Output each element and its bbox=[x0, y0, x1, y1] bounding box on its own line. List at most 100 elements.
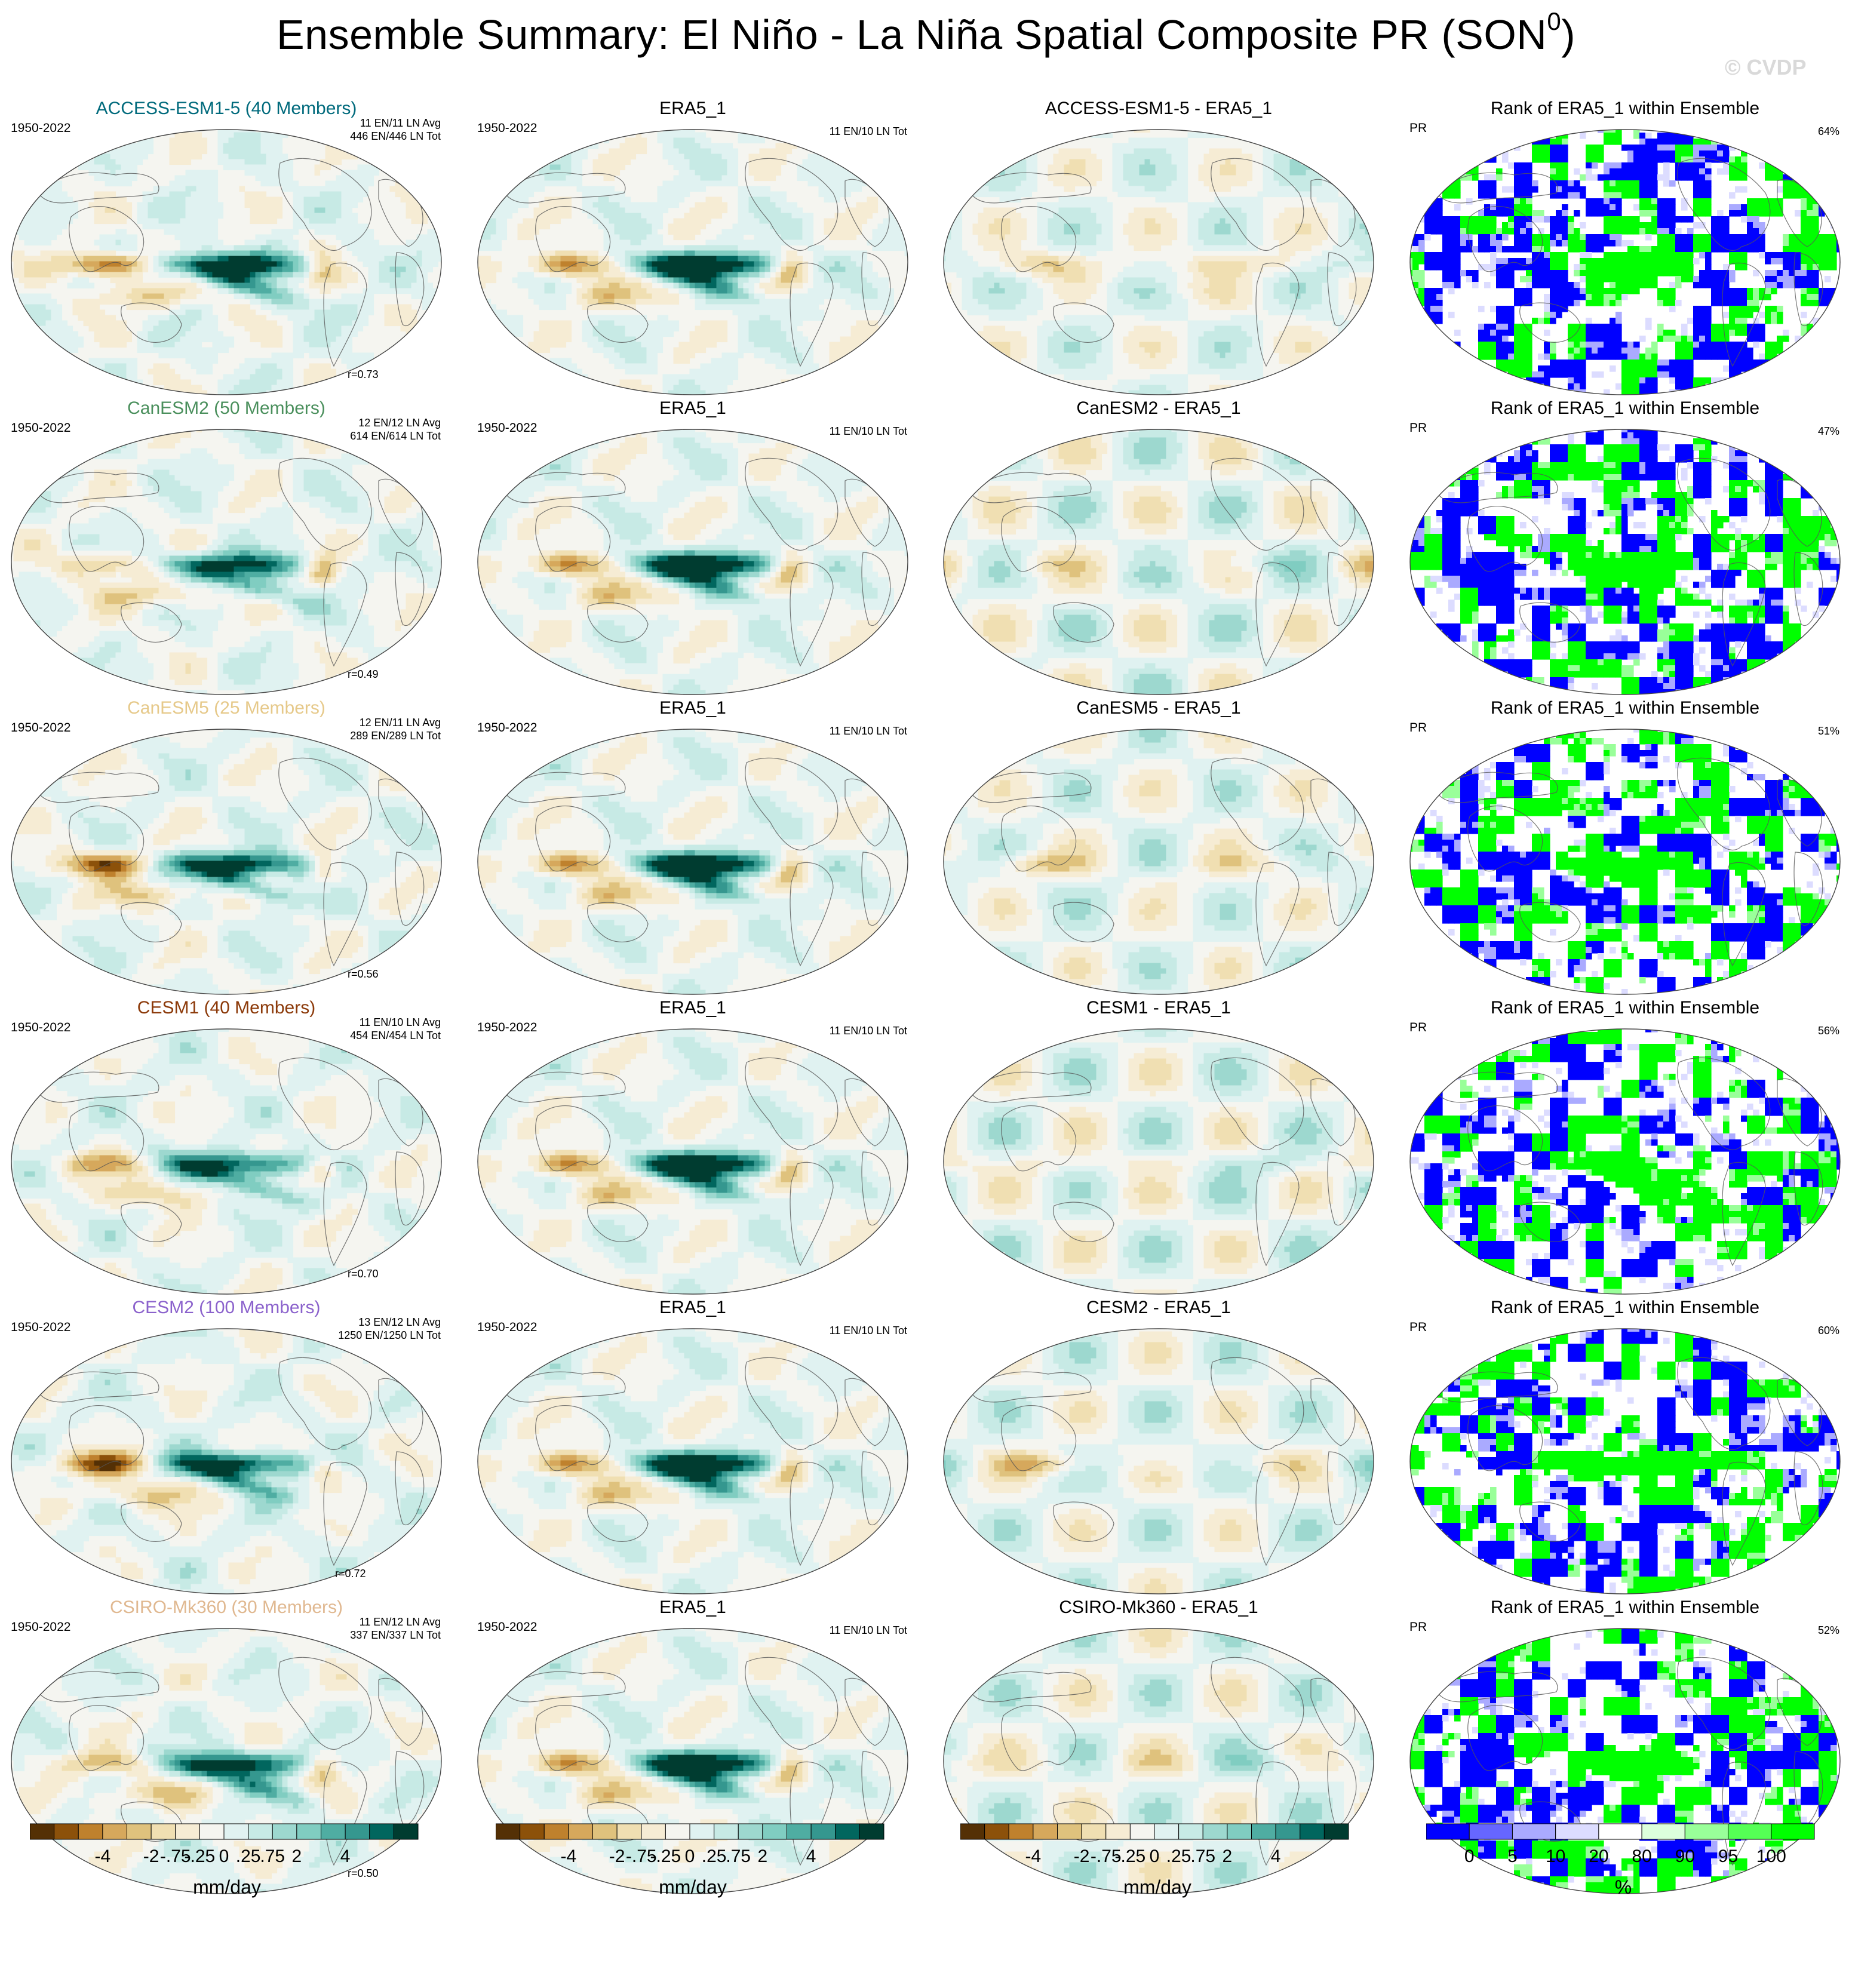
map-border bbox=[943, 1328, 1374, 1594]
colorbar-swatch bbox=[1057, 1823, 1082, 1840]
colorbar-tick-label: 2 bbox=[292, 1846, 302, 1866]
coastline bbox=[395, 1751, 425, 1825]
colorbar-tick-label: .25 bbox=[702, 1846, 727, 1866]
coastline bbox=[1211, 1657, 1304, 1750]
panel-row: CanESM2 (50 Members) 1950-2022 12 EN/12 LN… bbox=[0, 398, 1852, 697]
event-count-total: 289 EN/289 LN Tot bbox=[350, 729, 441, 742]
obs-map bbox=[477, 1328, 908, 1594]
colorbar-swatch bbox=[787, 1823, 812, 1840]
years-label: 1950-2022 bbox=[11, 721, 70, 735]
coastline bbox=[1001, 205, 1077, 272]
coastline bbox=[1001, 1405, 1077, 1471]
obs-composite-panel: ERA5_1 1950-2022 11 EN/10 LN Tot bbox=[475, 398, 911, 697]
model-title: CESM2 (100 Members) bbox=[8, 1298, 444, 1318]
colorbar-swatch bbox=[1641, 1823, 1685, 1840]
model-map bbox=[11, 1328, 442, 1594]
map-border bbox=[1409, 1028, 1841, 1295]
pattern-correlation: r=0.49 bbox=[348, 668, 379, 681]
years-label: 1950-2022 bbox=[477, 1021, 537, 1035]
map-field bbox=[944, 1329, 1374, 1594]
colorbar-swatch bbox=[1105, 1823, 1131, 1840]
obs-composite-panel: ERA5_1 1950-2022 11 EN/10 LN Tot bbox=[475, 998, 911, 1296]
pattern-correlation: r=0.73 bbox=[348, 368, 379, 381]
coastline bbox=[1211, 158, 1304, 251]
panel-row: CSIRO-Mk360 (30 Members) 1950-2022 11 EN/1… bbox=[0, 1597, 1852, 1896]
difference-title: CSIRO-Mk360 - ERA5_1 bbox=[941, 1597, 1377, 1618]
coastline bbox=[323, 1761, 367, 1866]
panel-row: CESM1 (40 Members) 1950-2022 11 EN/10 LN A… bbox=[0, 998, 1852, 1296]
colorbar-tick-label: .75 bbox=[260, 1846, 285, 1866]
coastline bbox=[745, 457, 839, 551]
map-border bbox=[11, 1028, 442, 1295]
coastline bbox=[745, 1057, 839, 1150]
rank-panel: Rank of ERA5_1 within Ensemble PR 64% bbox=[1407, 99, 1843, 397]
difference-panel: CanESM5 - ERA5_1 bbox=[941, 698, 1377, 997]
colorbar-tick-label: 100 bbox=[1756, 1846, 1786, 1866]
colorbar-swatch bbox=[1275, 1823, 1301, 1840]
rank-title: Rank of ERA5_1 within Ensemble bbox=[1407, 998, 1843, 1018]
coastline bbox=[1519, 602, 1581, 643]
coastline bbox=[745, 158, 839, 251]
coastline bbox=[1467, 1105, 1543, 1172]
map-field bbox=[478, 1029, 908, 1294]
obs-title: ERA5_1 bbox=[475, 698, 911, 718]
colorbar-obs-svg: -4 -2 -.75-.25 0 .25.75 2 4 bbox=[496, 1823, 884, 1866]
obs-composite-panel: ERA5_1 1950-2022 11 EN/10 LN Tot bbox=[475, 99, 911, 397]
colorbar-tick-label: 10 bbox=[1546, 1846, 1565, 1866]
difference-map bbox=[943, 729, 1374, 995]
coastline bbox=[790, 1761, 834, 1866]
colorbar-swatch bbox=[1728, 1823, 1772, 1840]
coastline bbox=[38, 1371, 159, 1403]
coastline bbox=[69, 1105, 145, 1172]
coastline bbox=[1722, 1761, 1766, 1866]
colorbar-swatch bbox=[835, 1823, 860, 1840]
coastline bbox=[121, 1202, 182, 1242]
colorbar-swatch bbox=[78, 1823, 103, 1840]
colorbar-swatch bbox=[496, 1823, 521, 1840]
coastline bbox=[1001, 1105, 1077, 1172]
colorbar-tick-label: 80 bbox=[1632, 1846, 1651, 1866]
colorbar-diff: -4 -2 -.75 -.25 0 .25.75 2 4 mm/day bbox=[960, 1821, 1355, 1905]
map-field bbox=[1410, 1628, 1840, 1894]
variable-label: PR bbox=[1409, 1021, 1427, 1035]
coastline bbox=[1436, 1671, 1558, 1703]
cvdp-watermark: © CVDP bbox=[1725, 55, 1807, 80]
pattern-correlation: r=0.70 bbox=[348, 1268, 379, 1280]
colorbar-tick-label: -4 bbox=[1025, 1846, 1042, 1866]
colorbar-swatch bbox=[1598, 1823, 1642, 1840]
coastline bbox=[1793, 1151, 1823, 1225]
coastline bbox=[38, 172, 159, 204]
coastline bbox=[1436, 772, 1558, 803]
colorbar-tick-label: -2 bbox=[1074, 1846, 1090, 1866]
model-map bbox=[11, 429, 442, 695]
difference-map bbox=[943, 1028, 1374, 1295]
colorbar-swatch bbox=[1227, 1823, 1252, 1840]
event-count-total: 454 EN/454 LN Tot bbox=[350, 1029, 441, 1042]
map-border bbox=[943, 729, 1374, 995]
coastline bbox=[1793, 252, 1823, 326]
colorbar-swatch bbox=[960, 1823, 985, 1840]
colorbar-swatch bbox=[616, 1823, 642, 1840]
coastline bbox=[970, 772, 1092, 803]
coastline bbox=[1436, 1371, 1558, 1403]
map-border bbox=[11, 729, 442, 995]
coastline bbox=[1053, 302, 1114, 343]
coastline bbox=[1467, 205, 1543, 272]
map-field bbox=[478, 729, 908, 994]
colorbar-swatch bbox=[1512, 1823, 1556, 1840]
coastline bbox=[535, 805, 611, 872]
coastline bbox=[970, 172, 1092, 204]
years-label: 1950-2022 bbox=[477, 121, 537, 136]
colorbar-model: -4 -2 -.75 -.25 0 .25.75 2 4 mm/day bbox=[30, 1821, 424, 1905]
coastline bbox=[1519, 1501, 1581, 1542]
coastline bbox=[587, 602, 649, 643]
coastline bbox=[1722, 1461, 1766, 1566]
model-map bbox=[11, 1628, 442, 1894]
event-counts: 11 EN/11 LN Avg 446 EN/446 LN Tot bbox=[350, 116, 441, 143]
model-composite-panel: CESM1 (40 Members) 1950-2022 11 EN/10 LN A… bbox=[8, 998, 444, 1296]
coastline bbox=[1211, 1057, 1304, 1150]
map-border bbox=[477, 729, 908, 995]
colorbar-tick-label: -.25 bbox=[185, 1846, 216, 1866]
coastline bbox=[745, 1657, 839, 1750]
obs-title: ERA5_1 bbox=[475, 99, 911, 119]
